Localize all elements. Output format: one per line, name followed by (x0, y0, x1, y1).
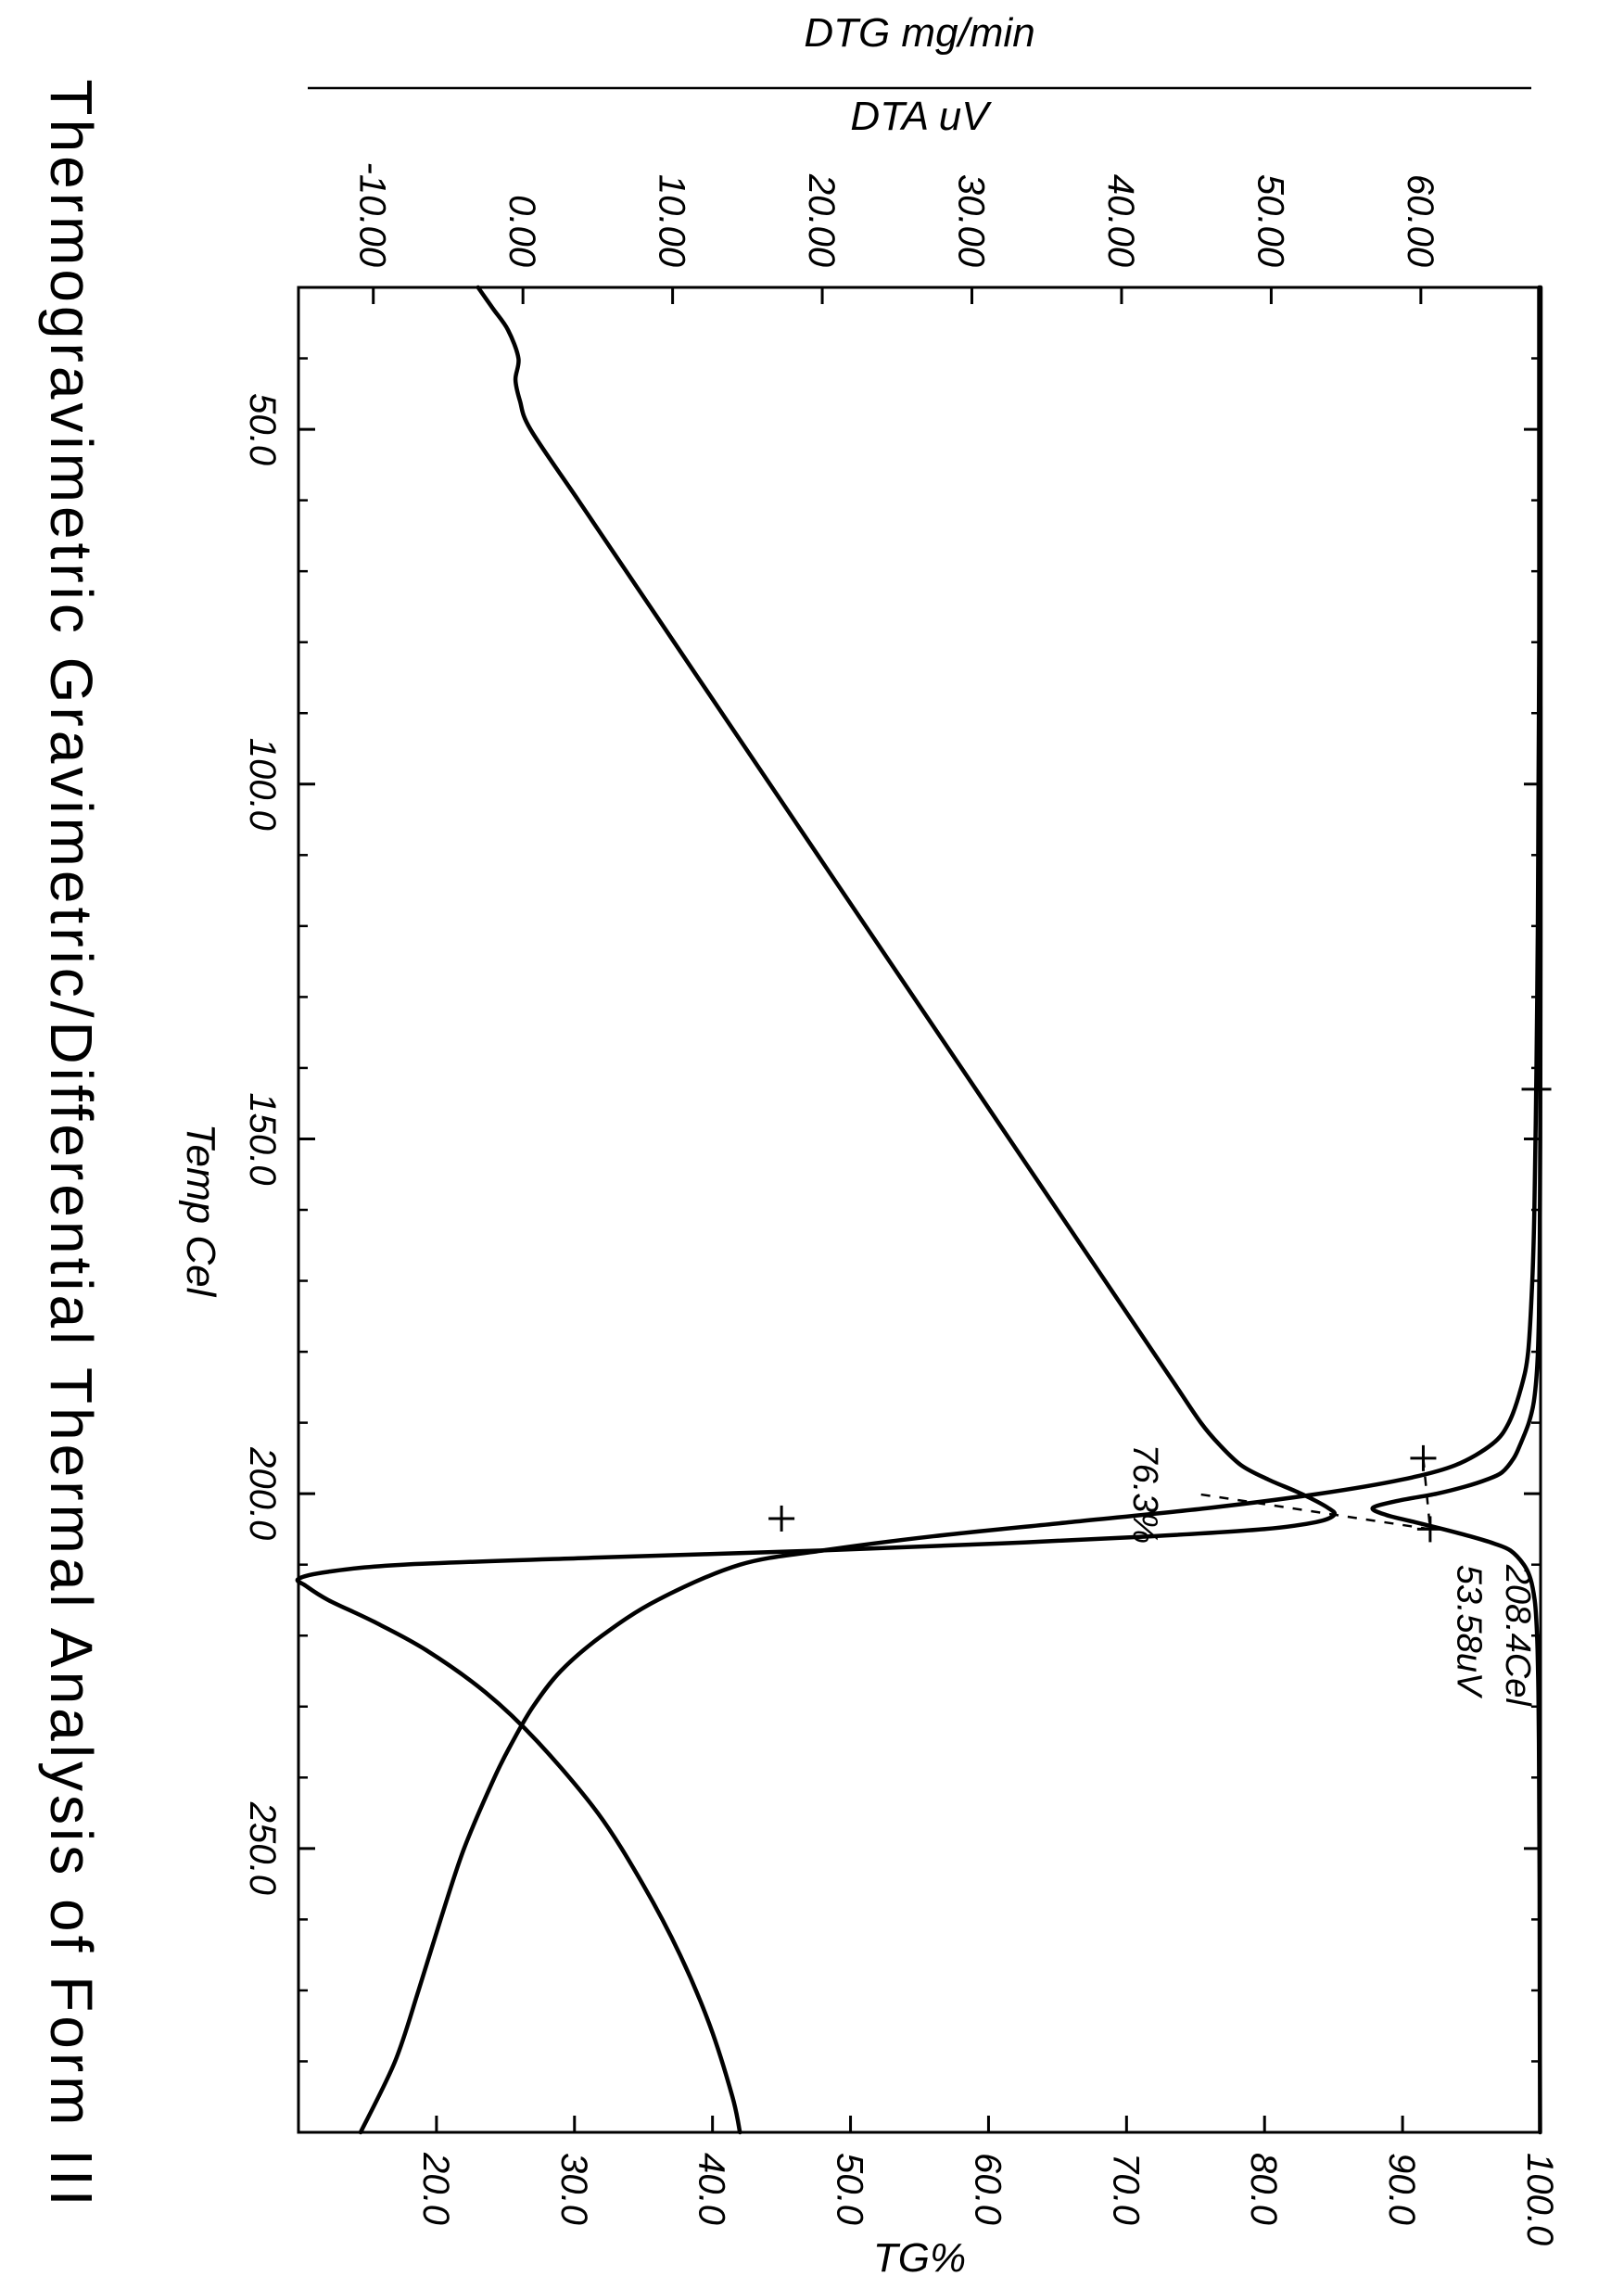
svg-text:50.0: 50.0 (830, 2153, 870, 2225)
rotated-chart-container: 50.0 100.0 150.0 200.0 250.0 Temp Cel 20.0 30.0… (0, 0, 1624, 2289)
svg-text:20.0: 20.0 (415, 2152, 456, 2225)
svg-text:DTG mg/min: DTG mg/min (804, 10, 1034, 56)
svg-text:10.00: 10.00 (652, 174, 692, 267)
figure-caption: Thermogravimetric Gravimetric/Differenti… (37, 0, 106, 2289)
svg-text:30.00: 30.00 (951, 174, 992, 267)
svg-text:100.0: 100.0 (242, 738, 283, 831)
svg-text:50.00: 50.00 (1250, 174, 1290, 267)
svg-text:30.0: 30.0 (553, 2153, 594, 2225)
svg-text:50.0: 50.0 (242, 393, 283, 465)
svg-text:200.0: 200.0 (242, 1446, 283, 1540)
svg-text:40.0: 40.0 (691, 2153, 732, 2225)
svg-text:76.3%: 76.3% (1125, 1444, 1164, 1545)
svg-text:80.0: 80.0 (1243, 2153, 1284, 2225)
tg-dta-chart: 50.0 100.0 150.0 200.0 250.0 Temp Cel 20.0 30.0… (0, 0, 1624, 2289)
svg-text:20.00: 20.00 (801, 173, 842, 267)
svg-text:60.0: 60.0 (967, 2153, 1008, 2225)
svg-text:-10.00: -10.00 (352, 162, 393, 267)
svg-text:DTA uV: DTA uV (850, 94, 992, 139)
svg-text:Temp Cel: Temp Cel (178, 1124, 223, 1298)
svg-text:150.0: 150.0 (242, 1092, 283, 1185)
svg-text:90.0: 90.0 (1381, 2153, 1422, 2225)
svg-text:100.0: 100.0 (1519, 2153, 1560, 2245)
svg-text:60.00: 60.00 (1400, 174, 1440, 267)
svg-text:208.4Cel: 208.4Cel (1498, 1564, 1537, 1708)
svg-text:0.00: 0.00 (501, 195, 542, 267)
svg-text:53.58uV: 53.58uV (1450, 1565, 1489, 1699)
svg-text:TG%: TG% (873, 2235, 966, 2281)
svg-text:70.0: 70.0 (1105, 2153, 1146, 2225)
svg-text:40.00: 40.00 (1100, 174, 1141, 267)
svg-text:250.0: 250.0 (242, 1801, 283, 1895)
